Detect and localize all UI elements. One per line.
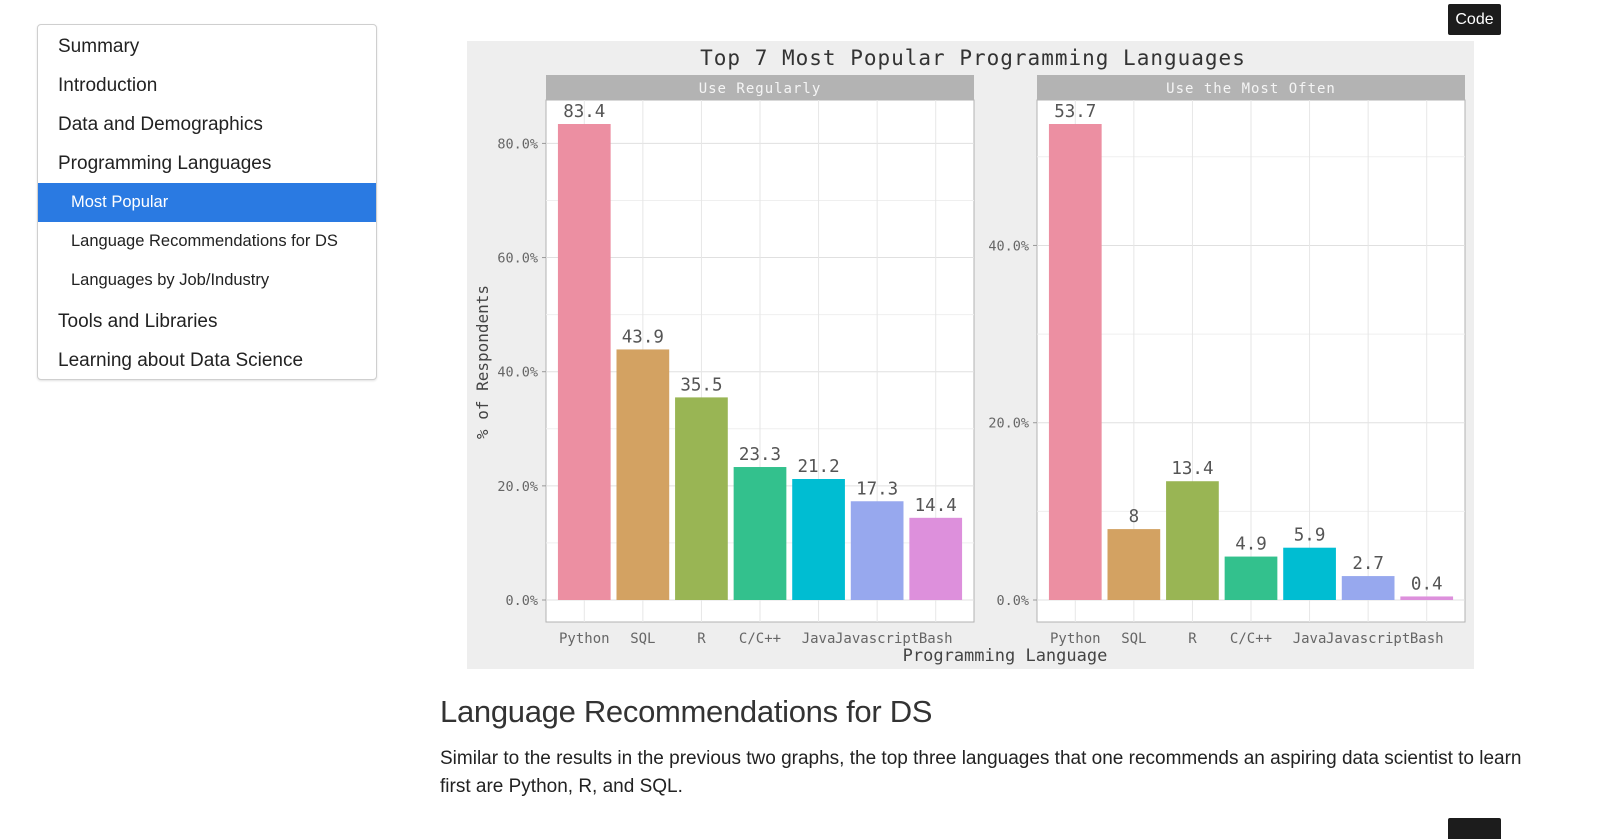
bar [1048, 124, 1102, 600]
y-tick-label: 40.0% [988, 238, 1029, 254]
section-title: Language Recommendations for DS [440, 694, 933, 729]
bar-value-label: 53.7 [1054, 102, 1096, 122]
bar [557, 124, 611, 600]
bar-value-label: 23.3 [739, 445, 781, 465]
y-tick-label: 40.0% [497, 365, 538, 381]
bar [1107, 529, 1161, 600]
y-tick-label: 80.0% [497, 136, 538, 152]
x-tick-label: Javascript [835, 631, 919, 647]
x-tick-label: Python [1050, 631, 1101, 647]
code-button[interactable]: Code [1448, 4, 1501, 35]
bar-value-label: 0.4 [1411, 574, 1443, 594]
facet-strip [546, 75, 974, 100]
chart-title: Top 7 Most Popular Programming Languages [700, 46, 1246, 70]
x-tick-label: SQL [630, 631, 655, 647]
bar [1341, 576, 1395, 600]
x-tick-label: Python [559, 631, 610, 647]
bar [1224, 556, 1278, 600]
x-tick-label: Bash [1410, 631, 1444, 647]
facet-strip [1037, 75, 1465, 100]
bar [792, 479, 845, 600]
bar-value-label: 13.4 [1171, 459, 1213, 479]
bar [1400, 596, 1454, 600]
facet-strip-label: Use the Most Often [1166, 81, 1336, 97]
toc-item[interactable]: Language Recommendations for DS [71, 232, 338, 250]
bar [675, 397, 728, 600]
toc-item[interactable]: Languages by Job/Industry [71, 271, 270, 289]
facet-strip-label: Use Regularly [699, 81, 822, 97]
toc-item[interactable]: Data and Demographics [58, 114, 263, 135]
toc-item[interactable]: Introduction [58, 75, 158, 96]
bar [733, 467, 787, 600]
bar-value-label: 5.9 [1294, 526, 1326, 546]
x-tick-label: C/C++ [1230, 631, 1272, 647]
x-tick-label: Bash [919, 631, 953, 647]
x-tick-label: Javascript [1326, 631, 1410, 647]
facets: Use Regularly0.0%20.0%40.0%60.0%80.0%83.… [497, 75, 1466, 647]
x-tick-label: Java [802, 631, 836, 647]
toc-item[interactable]: Programming Languages [58, 153, 272, 174]
bar-value-label: 43.9 [622, 327, 664, 347]
bar [850, 501, 904, 600]
toc-item[interactable]: Tools and Libraries [58, 311, 218, 332]
table-of-contents: Summary Introduction Data and Demographics… [37, 24, 377, 380]
y-tick-label: 20.0% [497, 479, 538, 495]
bar [616, 349, 670, 600]
bar-value-label: 4.9 [1235, 535, 1267, 555]
y-axis-title: % of Respondents [473, 285, 492, 439]
bar-value-label: 35.5 [680, 375, 722, 395]
bar [909, 517, 963, 600]
y-tick-label: 20.0% [988, 416, 1029, 432]
bar-value-label: 14.4 [915, 496, 957, 516]
toc-item[interactable]: Most Popular [38, 183, 376, 222]
bar-value-label: 2.7 [1352, 554, 1384, 574]
facet-panel: Use Regularly 0.0% 20.0% 40.0% 60.0% 80.0% 83.… [497, 75, 975, 647]
x-tick-label: C/C++ [739, 631, 781, 647]
bar [1283, 547, 1336, 600]
bar-value-label: 8 [1129, 507, 1140, 527]
x-tick-label: Java [1293, 631, 1327, 647]
bar-value-label: 21.2 [797, 457, 839, 477]
y-tick-label: 0.0% [996, 593, 1029, 609]
x-tick-label: SQL [1121, 631, 1146, 647]
y-tick-label: 0.0% [505, 593, 538, 609]
x-axis-title: Programming Language [903, 646, 1108, 666]
chart: Top 7 Most Popular Programming Languages… [467, 41, 1474, 669]
y-tick-label: 60.0% [497, 251, 538, 267]
bar-value-label: 83.4 [563, 102, 605, 122]
toc-item[interactable]: Summary [58, 36, 140, 57]
x-tick-label: R [1188, 631, 1197, 647]
x-tick-label: R [697, 631, 706, 647]
section-paragraph: Similar to the results in the previous t… [440, 748, 1522, 797]
toc-item[interactable]: Learning about Data Science [58, 350, 304, 371]
code-button-next[interactable] [1448, 818, 1501, 839]
facet-panel: Use the Most Often 0.0% 20.0% 40.0% 53.7 Pyth… [988, 75, 1466, 647]
bar-value-label: 17.3 [856, 479, 898, 499]
bar [1166, 481, 1219, 600]
